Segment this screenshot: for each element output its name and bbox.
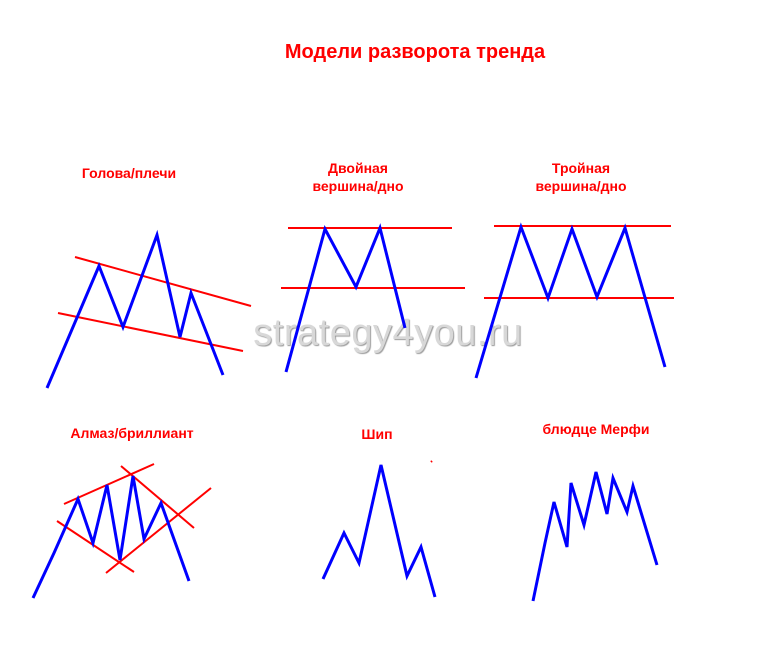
diamond-lower-right-line	[105, 487, 212, 574]
stray-red-mark	[430, 460, 433, 463]
label-murphy-saucer: блюдце Мерфи	[542, 421, 650, 437]
head-shoulders-neckline-lower	[57, 312, 244, 352]
diamond-price-line	[31, 475, 191, 599]
page-title: Модели разворота тренда	[284, 41, 546, 63]
label-double-top-line2: вершина/дно	[312, 178, 404, 194]
spike-price-line	[321, 464, 437, 598]
label-triple-top: Тройная вершина/дно	[535, 159, 626, 195]
head-shoulders-neckline-upper	[74, 256, 252, 307]
head-shoulders-price-line	[45, 229, 225, 389]
label-head-shoulders: Голова/плечи	[81, 165, 177, 181]
diamond-lower-left-line	[56, 520, 135, 573]
label-spike: Шип	[361, 426, 393, 442]
diamond-upper-right-line	[120, 465, 195, 529]
label-triple-top-line1: Тройная	[551, 160, 611, 176]
label-diamond: Алмаз/бриллиант	[70, 425, 194, 441]
double-top-price-line	[284, 223, 407, 373]
label-triple-top-line2: вершина/дно	[535, 178, 627, 194]
triple-top-price-line	[474, 222, 667, 379]
murphy-saucer-price-line	[531, 471, 659, 602]
label-double-top: Двойная вершина/дно	[312, 159, 403, 195]
label-double-top-line1: Двойная	[328, 160, 388, 176]
